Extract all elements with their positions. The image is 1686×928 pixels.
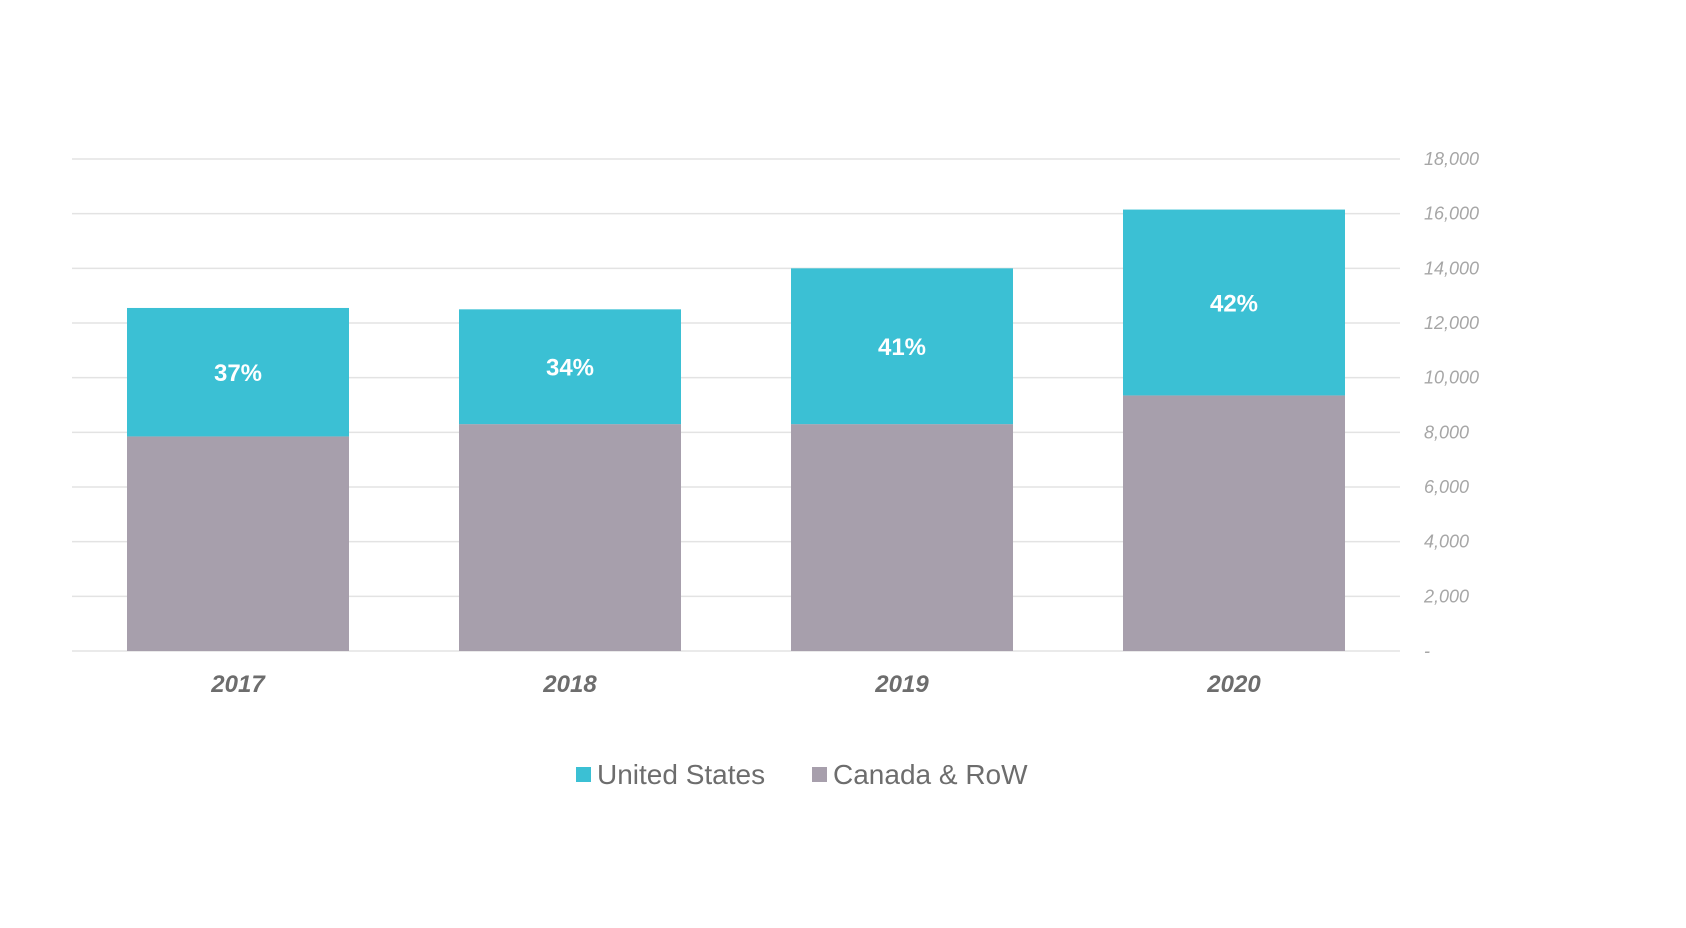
bar-canada-row-2018 <box>459 424 681 651</box>
data-label: 42% <box>1210 291 1258 318</box>
x-tick-label: 2018 <box>542 671 597 698</box>
data-label: 41% <box>878 334 926 361</box>
y-tick-label: 6,000 <box>1424 477 1469 497</box>
legend-swatch <box>576 767 591 782</box>
bar-united-states-2019 <box>791 268 1013 425</box>
legend-label: United States <box>597 759 765 790</box>
x-axis-ticks: 2017 2018 2019 2020 <box>210 671 1261 698</box>
bar-canada-row-2017 <box>127 436 349 651</box>
bars: 37% 34% 41% 42% <box>127 209 1345 651</box>
x-tick-label: 2019 <box>874 671 929 698</box>
y-tick-label: 4,000 <box>1424 532 1469 552</box>
y-axis-ticks: - 2,000 4,000 6,000 8,000 10,000 12,000 14,000 1… <box>1423 149 1479 661</box>
data-label: 37% <box>214 360 262 387</box>
y-tick-label: 10,000 <box>1424 368 1479 388</box>
y-tick-label: 14,000 <box>1424 258 1479 278</box>
y-tick-label: 18,000 <box>1424 149 1479 169</box>
bar-united-states-2018 <box>459 309 681 425</box>
y-tick-label: 16,000 <box>1424 204 1479 224</box>
x-tick-label: 2020 <box>1206 671 1261 698</box>
y-tick-label: 2,000 <box>1423 586 1469 606</box>
bar-united-states-2020 <box>1123 209 1345 396</box>
bar-canada-row-2019 <box>791 424 1013 651</box>
x-tick-label: 2017 <box>210 671 266 698</box>
y-tick-label: 8,000 <box>1424 422 1469 442</box>
legend-swatch <box>812 767 827 782</box>
legend: United States Canada & RoW <box>576 759 1028 790</box>
y-tick-label: - <box>1424 641 1430 661</box>
bar-canada-row-2020 <box>1123 395 1345 651</box>
data-label: 34% <box>546 355 594 382</box>
legend-label: Canada & RoW <box>833 759 1028 790</box>
y-tick-label: 12,000 <box>1424 313 1479 333</box>
bar-united-states-2017 <box>127 307 349 437</box>
